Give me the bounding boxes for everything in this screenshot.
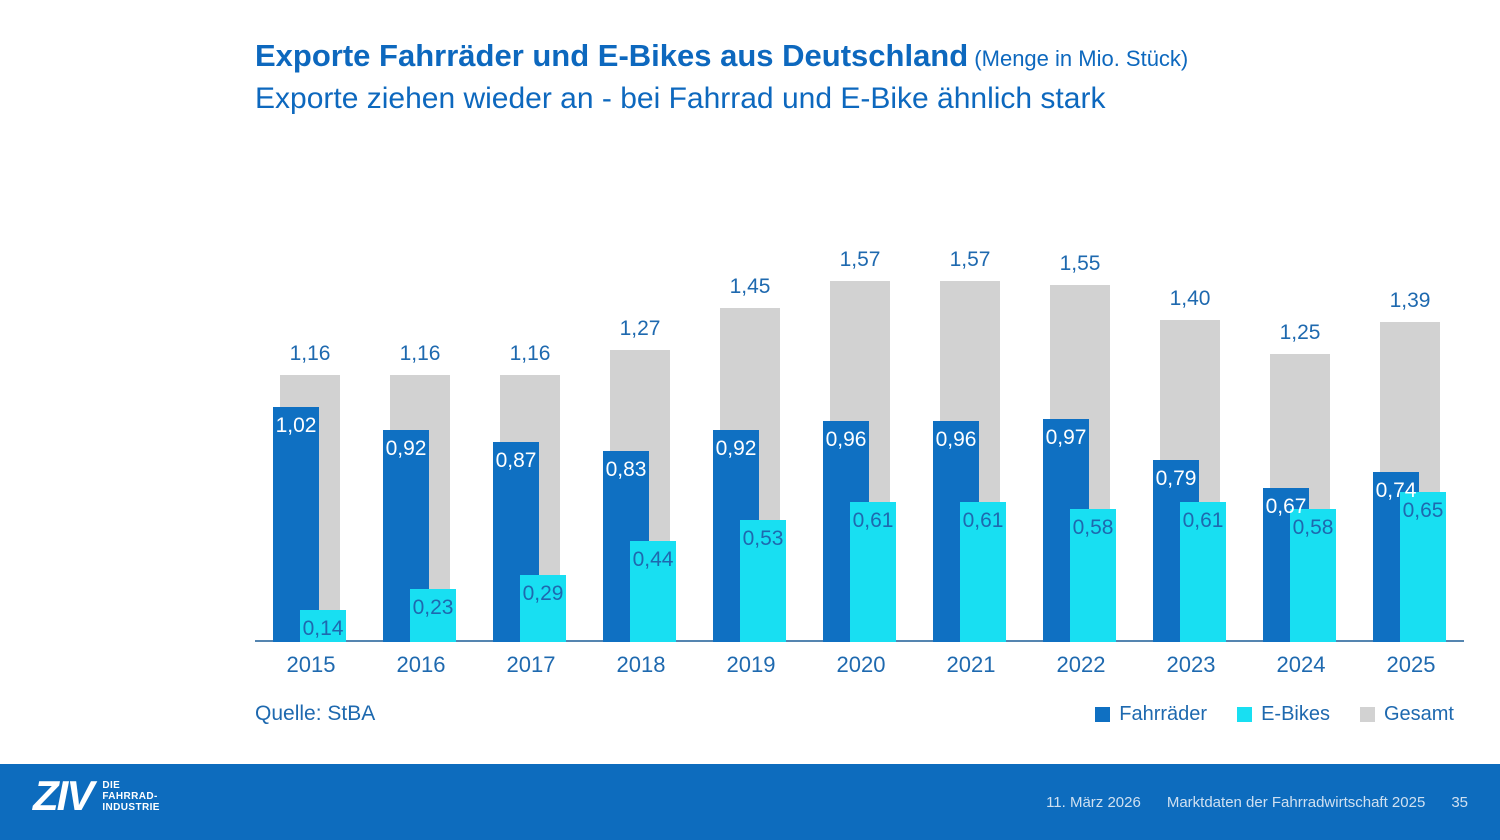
value-label-fahrrder-2022: 0,97 [1045, 426, 1087, 449]
page-subtitle: Exporte ziehen wieder an - bei Fahrrad u… [255, 82, 1106, 115]
value-label-gesamt-2017: 1,16 [509, 342, 551, 365]
x-tick-2016: 2016 [396, 652, 446, 677]
legend-item-fahrraeder: Fahrräder [1095, 703, 1207, 726]
legend-swatch-fahrraeder-icon [1095, 707, 1111, 722]
value-label-fahrrder-2023: 0,79 [1155, 467, 1197, 490]
bar-e-bikes-2016 [410, 589, 456, 642]
legend-item-gesamt: Gesamt [1359, 703, 1454, 726]
value-label-fahrrder-2025: 0,74 [1375, 479, 1417, 502]
value-label-e-bikes-2024: 0,58 [1292, 516, 1334, 539]
bar-e-bikes-2015 [300, 610, 346, 642]
value-label-e-bikes-2025: 0,65 [1402, 499, 1444, 522]
ziv-logo-text: ZIV [33, 772, 94, 819]
value-label-gesamt-2024: 1,25 [1279, 321, 1321, 344]
value-label-gesamt-2022: 1,55 [1059, 252, 1101, 275]
value-label-e-bikes-2020: 0,61 [852, 509, 894, 532]
bar-e-bikes-2017 [520, 575, 566, 642]
x-tick-2019: 2019 [726, 652, 776, 677]
x-tick-2021: 2021 [946, 652, 996, 677]
value-label-fahrrder-2015: 1,02 [275, 414, 317, 437]
value-label-gesamt-2018: 1,27 [619, 317, 661, 340]
footer-document-title: Marktdaten der Fahrradwirtschaft 2025 [1166, 793, 1426, 811]
x-tick-2015: 2015 [286, 652, 336, 677]
bar-e-bikes-2023 [1180, 502, 1226, 642]
legend-label-fahrraeder: Fahrräder [1119, 703, 1208, 725]
value-label-gesamt-2023: 1,40 [1169, 287, 1211, 310]
bar-fahrrder-2015 [273, 407, 319, 642]
value-label-gesamt-2019: 1,45 [729, 275, 771, 298]
value-label-gesamt-2025: 1,39 [1389, 289, 1431, 312]
bar-e-bikes-2021 [960, 502, 1006, 642]
bar-e-bikes-2025 [1400, 492, 1446, 642]
value-label-fahrrder-2016: 0,92 [385, 437, 427, 460]
footer-meta: 11. März 2026 Marktdaten der Fahrradwirt… [1046, 764, 1468, 840]
value-label-fahrrder-2020: 0,96 [825, 428, 867, 451]
x-tick-2024: 2024 [1276, 652, 1326, 677]
value-label-gesamt-2016: 1,16 [399, 342, 441, 365]
value-label-e-bikes-2018: 0,44 [632, 548, 674, 571]
legend-swatch-ebikes-icon [1237, 707, 1253, 722]
x-tick-2020: 2020 [836, 652, 886, 677]
value-label-fahrrder-2021: 0,96 [935, 428, 977, 451]
bar-e-bikes-2024 [1290, 509, 1336, 642]
legend-swatch-gesamt-icon [1359, 707, 1375, 722]
ziv-logo: ZIV DIE FAHRRAD- INDUSTRIE [33, 772, 160, 819]
title-unit-note: (Menge in Mio. Stück) [968, 46, 1189, 71]
x-tick-2018: 2018 [616, 652, 666, 677]
value-label-fahrrder-2018: 0,83 [605, 458, 647, 481]
bar-e-bikes-2018 [630, 541, 676, 642]
x-tick-2017: 2017 [506, 652, 556, 677]
value-label-fahrrder-2017: 0,87 [495, 449, 537, 472]
x-tick-2025: 2025 [1386, 652, 1436, 677]
value-label-gesamt-2015: 1,16 [289, 342, 331, 365]
title-text: Exporte Fahrräder und E-Bikes aus Deutsc… [255, 38, 969, 73]
value-label-e-bikes-2021: 0,61 [962, 509, 1004, 532]
legend-label-ebikes: E-Bikes [1261, 703, 1330, 725]
bar-e-bikes-2022 [1070, 509, 1116, 642]
value-label-e-bikes-2022: 0,58 [1072, 516, 1114, 539]
legend-label-gesamt: Gesamt [1383, 703, 1454, 725]
value-label-fahrrder-2019: 0,92 [715, 437, 757, 460]
ziv-logo-subtext-line1: DIE [102, 779, 121, 791]
value-label-e-bikes-2017: 0,29 [522, 582, 564, 605]
page-title: Exporte Fahrräder und E-Bikes aus Deutsc… [255, 38, 1188, 74]
footer-bar: ZIV DIE FAHRRAD- INDUSTRIE 11. März 2026… [0, 764, 1500, 840]
ziv-logo-subtext-line3: INDUSTRIE [102, 801, 160, 813]
ziv-logo-subtext: DIE FAHRRAD- INDUSTRIE [102, 780, 160, 813]
ziv-logo-subtext-line2: FAHRRAD- [102, 790, 158, 802]
x-tick-2023: 2023 [1166, 652, 1216, 677]
source-note: Quelle: StBA [255, 702, 376, 725]
value-label-e-bikes-2023: 0,61 [1182, 509, 1224, 532]
value-label-gesamt-2020: 1,57 [839, 248, 881, 271]
footer-page-number: 35 [1451, 793, 1468, 811]
legend-item-ebikes: E-Bikes [1237, 703, 1330, 726]
value-label-e-bikes-2019: 0,53 [742, 527, 784, 550]
bar-e-bikes-2020 [850, 502, 896, 642]
bar-e-bikes-2019 [740, 520, 786, 642]
value-label-fahrrder-2024: 0,67 [1265, 495, 1307, 518]
value-label-e-bikes-2015: 0,14 [302, 617, 344, 640]
x-tick-2022: 2022 [1056, 652, 1106, 677]
footer-date: 11. März 2026 [1046, 793, 1141, 811]
chart-legend: Fahrräder E-Bikes Gesamt [1095, 703, 1454, 726]
value-label-e-bikes-2016: 0,23 [412, 596, 454, 619]
value-label-gesamt-2021: 1,57 [949, 248, 991, 271]
